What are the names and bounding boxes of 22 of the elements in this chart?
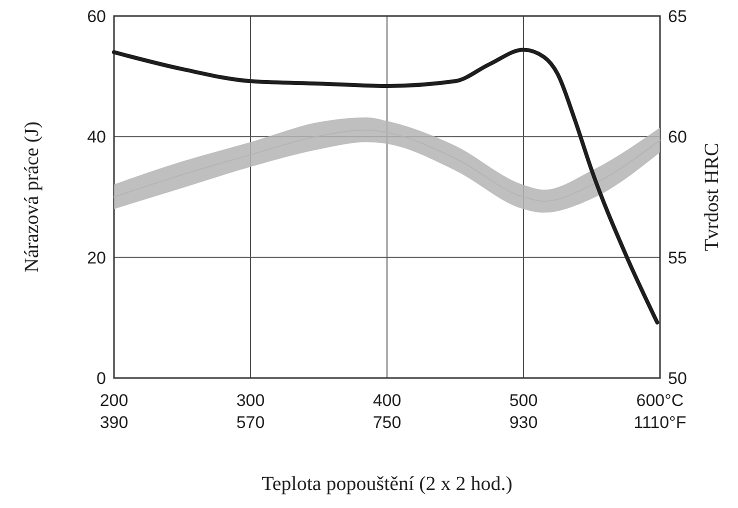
x-axis-title: Teplota popouštění (2 x 2 hod.) — [262, 473, 512, 495]
y2-axis-title: Tvrdost HRC — [701, 142, 723, 252]
x2-tick-label: 930 — [509, 413, 538, 432]
y-tick-label: 60 — [87, 6, 106, 26]
x2-tick-label: 750 — [372, 413, 402, 432]
y2-tick-label: 50 — [668, 368, 687, 388]
y-tick-label: 20 — [87, 248, 106, 268]
x2-tick-label: 570 — [236, 413, 265, 432]
y-tick-label: 0 — [96, 368, 106, 388]
y-axis-title: Nárazová práce (J) — [21, 121, 43, 273]
y-tick-label: 40 — [87, 128, 106, 147]
x-tick-label: 200 — [100, 391, 128, 410]
x2-tick-label: 390 — [100, 413, 128, 432]
x-tick-label: 300 — [236, 391, 265, 410]
x-tick-label: 400 — [372, 391, 402, 410]
y2-tick-label: 60 — [668, 128, 687, 147]
x2-tick-label: 1110°F — [634, 413, 686, 432]
line-series — [112, 48, 660, 324]
y2-tick-label: 65 — [668, 6, 687, 26]
y2-tick-label: 55 — [668, 248, 687, 268]
x-tick-label: 600°C — [636, 391, 684, 410]
x-tick-label: 500 — [509, 391, 538, 410]
